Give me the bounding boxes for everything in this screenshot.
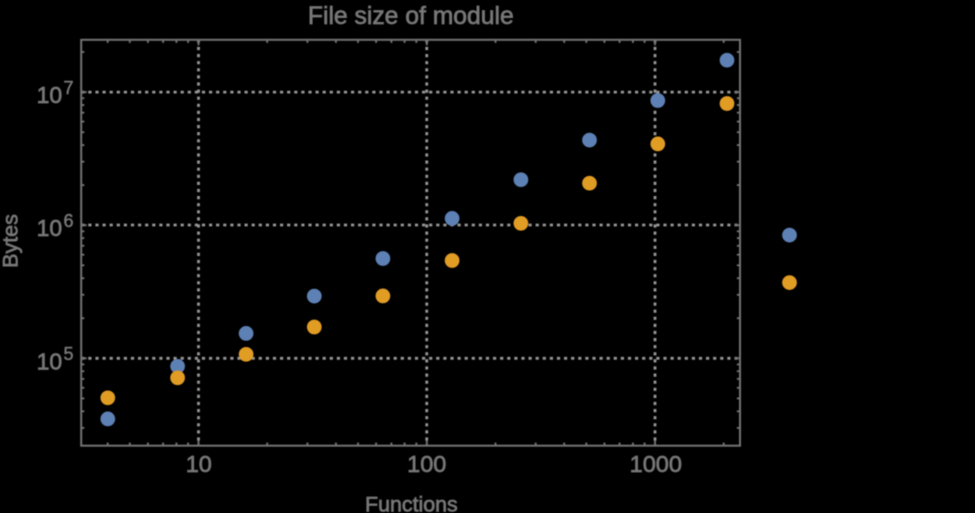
svg-text:7: 7 — [64, 78, 74, 98]
svg-text:100: 100 — [407, 451, 446, 477]
svg-text:10: 10 — [37, 215, 63, 241]
svg-text:File size of module: File size of module — [308, 3, 514, 30]
svg-text:1000: 1000 — [630, 451, 682, 477]
svg-text:10: 10 — [37, 348, 63, 374]
svg-text:10: 10 — [186, 451, 212, 477]
svg-text:5: 5 — [64, 344, 74, 364]
svg-text:Functions: Functions — [365, 493, 458, 513]
svg-text:10: 10 — [37, 82, 63, 108]
svg-text:Bytes: Bytes — [0, 214, 23, 268]
svg-text:6: 6 — [64, 211, 74, 231]
